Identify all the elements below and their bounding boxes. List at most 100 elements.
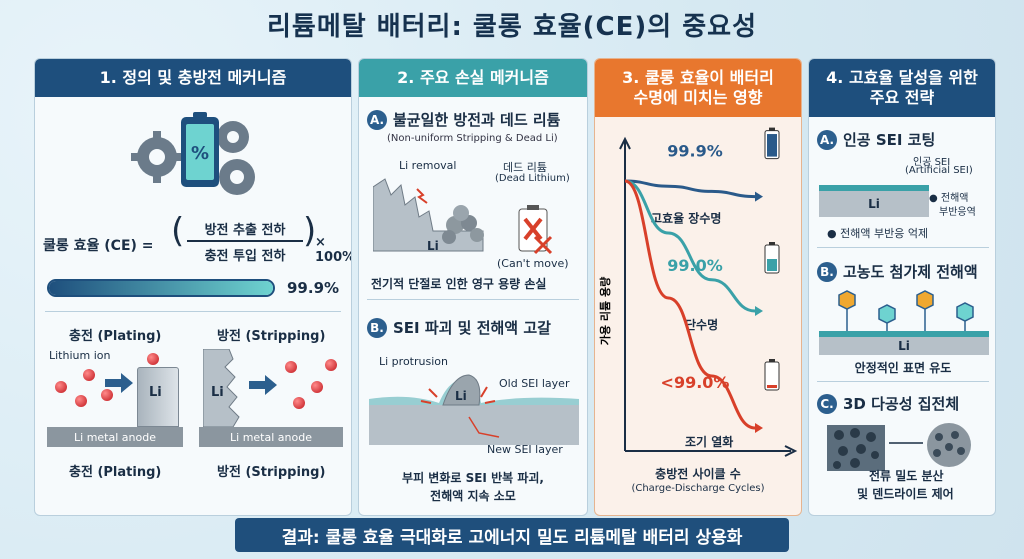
battery-cap (769, 127, 775, 131)
li-deposit (137, 367, 179, 427)
section-b-title: B. SEI 파괴 및 전해액 고갈 (367, 317, 551, 338)
stripping-label-top: 방전 (Stripping) (217, 329, 326, 344)
formula-denominator: 충전 투입 전하 (204, 249, 286, 264)
battery-level (767, 134, 777, 157)
panel-strategies: 4. 고효율 달성을 위한 주요 전략 A. 인공 SEI 코팅 인공 SEI … (808, 58, 996, 516)
strategy-b-title: B. 고농도 첨가제 전해액 (817, 261, 978, 282)
series-value-label: 99.9% (667, 142, 723, 161)
strategy-c-caption-2: 및 덴드라이트 제어 (857, 487, 954, 501)
battery-cap (769, 359, 775, 362)
formula-times: × 100% (315, 235, 352, 265)
capacity-chart: 가용 리튬 용량 99.9% 고효율 장수명 99.0% 단수명 <99.0% 조기 열화 (598, 127, 798, 457)
strategy-c-title: C. 3D 다공성 집전체 (817, 393, 959, 414)
li-removal-label: Li removal (399, 159, 457, 172)
strategy-a-bullet-1: ● 전해액 (929, 193, 969, 204)
efficiency-bar-fill (49, 281, 273, 295)
section-a-subtitle: (Non-uniform Stripping & Dead Li) (387, 133, 558, 144)
page-title: 리튬메탈 배터리: 쿨롱 효율(CE)의 중요성 (266, 12, 757, 42)
plating-label-bottom: 충전 (Plating) (69, 465, 162, 480)
efficiency-bar (47, 279, 275, 297)
panel-lifespan-chart: 3. 쿨롱 효율이 배터리 수명에 미치는 영향 가용 리튬 용량 99.9% 고효… (594, 58, 802, 516)
series-arrow-2 (755, 423, 763, 433)
series-arrow-1 (755, 306, 763, 316)
strategy-a-title-text: 인공 SEI 코팅 (843, 131, 936, 149)
lithium-ion-dot (55, 381, 67, 393)
formula-lhs: 쿨롱 효율 (CE) = (43, 238, 154, 254)
panel-loss-mechanisms: 2. 주요 손실 메커니즘 A. 불균일한 방전과 데드 리튬 (Non-uni… (358, 58, 588, 516)
chart-xlabel: 충방전 사이클 수 (655, 467, 741, 481)
lithium-ion-dot (147, 353, 159, 365)
sei-breakdown-illustration (369, 374, 579, 445)
stable-sei-layer (819, 331, 989, 337)
strategy-a-bullet-1b: 부반응역 (939, 207, 976, 218)
paren-right: ) (303, 211, 317, 251)
series-line-0 (624, 179, 756, 199)
divider (817, 381, 989, 382)
li-metal-anode: Li metal anode (199, 427, 343, 447)
divider (367, 299, 579, 300)
x-axis-arrow (784, 445, 798, 457)
additive-molecules-icon (838, 290, 974, 331)
dead-lithium-illustration (373, 178, 553, 255)
porous-collector-icon (827, 423, 971, 471)
li-label: Li (149, 385, 162, 400)
old-sei-label: Old SEI layer (499, 377, 570, 390)
panel-header-line1: 3. 쿨롱 효율이 배터리 (622, 68, 774, 87)
section-a-title-text: 불균일한 방전과 데드 리튬 (393, 111, 561, 129)
conclusion-banner: 결과: 쿨롱 효율 극대화로 고에너지 밀도 리튬메탈 배터리 상용화 (235, 518, 789, 552)
battery-level (767, 385, 777, 388)
section-badge: A. (817, 129, 837, 150)
strategy-b-title-text: 고농도 첨가제 전해액 (843, 263, 978, 281)
section-badge: A. (367, 109, 387, 130)
li-block: Li (819, 191, 929, 217)
section-b-caption-1: 부피 변화로 SEI 반복 파괴, (402, 471, 544, 485)
lithium-ion-dot (285, 361, 297, 373)
strategy-b-caption: 안정적인 표면 유도 (854, 361, 952, 375)
li-label: Li (455, 389, 467, 403)
li-label: Li (211, 385, 224, 400)
lithium-ion-label: Lithium ion (49, 349, 111, 362)
li-block: Li (819, 337, 989, 355)
panel-header-line2: 주요 전략 (869, 88, 935, 107)
panel-header-line2: 수명에 미치는 영향 (633, 88, 763, 107)
series-value-label: 99.0% (667, 256, 723, 275)
rough-li-surface (203, 349, 240, 428)
fraction-bar (187, 240, 303, 242)
series-arrow-0 (755, 191, 763, 202)
panel-header: 4. 고효율 달성을 위한 주요 전략 (809, 59, 995, 117)
divider (45, 311, 341, 312)
sei-coating-layer (819, 185, 929, 191)
section-a-caption: 전기적 단절로 인한 영구 용량 손실 (371, 277, 547, 291)
chart-ylabel: 가용 리튬 용량 (598, 277, 612, 345)
dead-li-label: 데드 리튬 (503, 161, 547, 174)
strategy-a-bullet-2: ● 전해액 부반응 억제 (827, 227, 929, 240)
series-desc-label: 조기 열화 (685, 434, 733, 449)
artificial-sei-en-label: (Artificial SEI) (905, 165, 973, 176)
stripping-label-bottom: 방전 (Stripping) (217, 465, 326, 480)
section-badge: B. (367, 317, 387, 338)
arrow-right-icon (249, 375, 277, 395)
panel-header: 1. 정의 및 충방전 메커니즘 (35, 59, 351, 97)
dead-li-en-label: (Dead Lithium) (495, 173, 570, 184)
panel-definition: 1. 정의 및 충방전 메커니즘 % 쿨롱 효율 (CE) = ( 방전 추출 … (34, 58, 352, 516)
section-a-title: A. 불균일한 방전과 데드 리튬 (367, 109, 560, 130)
lithium-ion-dot (293, 397, 305, 409)
artificial-sei-label: 인공 SEI (913, 157, 951, 168)
strategy-c-title-text: 3D 다공성 집전체 (843, 395, 960, 413)
series-desc-label: 단수명 (685, 317, 718, 332)
li-metal-anode: Li metal anode (47, 427, 183, 447)
panel-header-line1: 4. 고효율 달성을 위한 (826, 68, 978, 87)
section-b-title-text: SEI 파괴 및 전해액 고갈 (393, 319, 551, 337)
section-b-caption-2: 전해액 지속 소모 (430, 489, 516, 503)
strategy-c-caption-1: 전류 밀도 분산 (869, 469, 944, 483)
bullet-text: 전해액 (940, 193, 969, 204)
lithium-ion-dot (101, 389, 113, 401)
strategy-a-title: A. 인공 SEI 코팅 (817, 129, 935, 150)
panel-header: 3. 쿨롱 효율이 배터리 수명에 미치는 영향 (595, 59, 801, 117)
efficiency-value: 99.9% (287, 279, 340, 297)
series-value-label: <99.0% (661, 373, 730, 392)
plating-label-top: 충전 (Plating) (69, 329, 162, 344)
arrow-right-icon (105, 373, 133, 393)
y-axis-arrow (619, 136, 631, 150)
battery-percent-symbol: % (191, 143, 209, 164)
